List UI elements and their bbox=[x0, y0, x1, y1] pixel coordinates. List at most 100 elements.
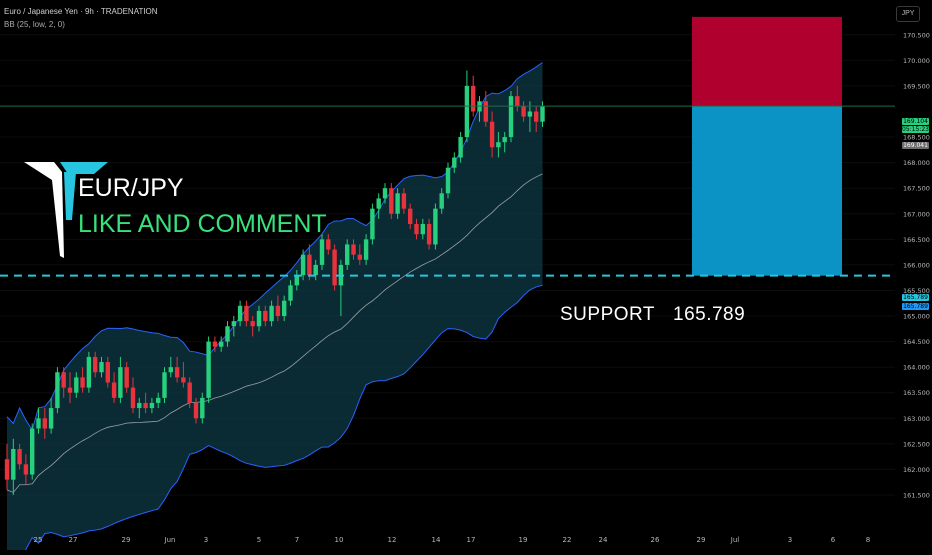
candle-body bbox=[256, 310, 262, 327]
candle-body bbox=[118, 367, 123, 398]
candle-body bbox=[439, 193, 444, 209]
candle-body bbox=[67, 387, 73, 393]
prev-close-label: 169.041 bbox=[902, 142, 929, 149]
x-tick-label: 10 bbox=[335, 536, 344, 544]
candle bbox=[168, 356, 173, 378]
candle bbox=[263, 305, 268, 327]
candle-body bbox=[382, 188, 388, 199]
candle bbox=[118, 356, 123, 403]
candle bbox=[130, 377, 136, 414]
support-price-label-b: 165.789 bbox=[902, 303, 929, 310]
candle-body bbox=[471, 85, 476, 112]
chart-title: Euro / Japanese Yen · 9h · TRADENATION bbox=[4, 7, 158, 16]
x-tick-label: 5 bbox=[257, 536, 261, 544]
candle bbox=[219, 336, 224, 352]
candle bbox=[395, 188, 400, 219]
candle-body bbox=[212, 341, 218, 347]
candle bbox=[426, 218, 432, 250]
candle-body bbox=[332, 249, 337, 286]
candle-body bbox=[36, 418, 41, 429]
x-tick-label: Jul bbox=[730, 536, 740, 544]
candle bbox=[93, 351, 98, 378]
candle bbox=[332, 244, 337, 291]
x-tick-label: 19 bbox=[519, 536, 528, 544]
candle bbox=[471, 75, 476, 117]
candle bbox=[11, 438, 16, 495]
support-annotation: SUPPORT 165.789 bbox=[560, 304, 745, 326]
x-tick-label: 22 bbox=[563, 536, 572, 544]
candle bbox=[42, 408, 47, 439]
candle-body bbox=[452, 157, 457, 168]
candle bbox=[174, 356, 180, 383]
candle-body bbox=[345, 244, 350, 265]
candle bbox=[17, 443, 22, 470]
candle bbox=[502, 131, 507, 153]
x-tick-label: 14 bbox=[432, 536, 441, 544]
candle bbox=[143, 392, 148, 414]
indicator-legend[interactable]: BB (25, low, 2, 0) bbox=[4, 20, 65, 29]
candle-body bbox=[149, 402, 155, 409]
candle-body bbox=[414, 223, 419, 235]
candle-body bbox=[521, 106, 526, 117]
candle bbox=[307, 244, 312, 281]
x-tick-label: 17 bbox=[467, 536, 476, 544]
candle bbox=[105, 356, 110, 388]
candle-body bbox=[244, 305, 249, 322]
candle-body bbox=[93, 356, 98, 373]
candle bbox=[80, 367, 85, 393]
candle-body bbox=[515, 96, 520, 107]
candle-body bbox=[502, 137, 507, 143]
y-tick-label: 166.000 bbox=[903, 261, 930, 269]
candle-body bbox=[313, 264, 318, 276]
candle bbox=[508, 91, 514, 143]
price-axis[interactable]: 161.500 162.000 162.500 163.000 163.500 164.0… bbox=[903, 31, 930, 499]
candle bbox=[181, 362, 186, 388]
candle-body bbox=[23, 464, 29, 475]
candle bbox=[55, 367, 60, 414]
candle-body bbox=[30, 428, 35, 475]
candle-body bbox=[489, 121, 495, 148]
candle-body bbox=[288, 285, 293, 301]
x-tick-label: 7 bbox=[295, 536, 299, 544]
currency-button[interactable]: JPY bbox=[896, 6, 920, 22]
candle bbox=[439, 188, 444, 214]
brand-logo-icon bbox=[24, 162, 108, 258]
x-tick-label: 25 bbox=[34, 536, 43, 544]
position-zones bbox=[692, 16, 842, 276]
candle-body bbox=[42, 418, 47, 429]
y-tick-label: 163.000 bbox=[903, 415, 930, 423]
candle bbox=[515, 85, 520, 112]
x-tick-label: 26 bbox=[651, 536, 660, 544]
candle bbox=[61, 367, 66, 398]
candle bbox=[137, 397, 142, 419]
candle-body bbox=[420, 223, 425, 235]
candle-body bbox=[307, 254, 312, 276]
candle-body bbox=[464, 85, 470, 138]
candle bbox=[401, 188, 407, 214]
time-axis[interactable]: 25 27 29 Jun 3 5 7 10 12 14 17 19 22 24 26 29 Jul 3 6 8 bbox=[34, 536, 871, 544]
candle bbox=[496, 131, 501, 158]
candle-body bbox=[80, 377, 85, 388]
candle bbox=[244, 300, 249, 327]
candle-body bbox=[187, 382, 192, 403]
candle bbox=[86, 351, 92, 393]
candle-body bbox=[263, 310, 268, 322]
candle bbox=[534, 106, 539, 132]
y-tick-label: 168.500 bbox=[903, 134, 930, 142]
candles bbox=[4, 70, 545, 495]
candle bbox=[275, 295, 281, 322]
x-tick-label: 3 bbox=[788, 536, 792, 544]
candle-body bbox=[370, 208, 375, 240]
candle bbox=[370, 203, 375, 245]
y-tick-label: 164.000 bbox=[903, 364, 930, 372]
candle bbox=[111, 372, 117, 403]
candle bbox=[193, 397, 199, 424]
candle bbox=[187, 377, 192, 409]
candle-body bbox=[357, 254, 362, 260]
candle bbox=[483, 91, 488, 127]
x-tick-label: 6 bbox=[831, 536, 836, 544]
y-tick-label: 169.500 bbox=[903, 82, 930, 90]
candle bbox=[489, 111, 495, 158]
